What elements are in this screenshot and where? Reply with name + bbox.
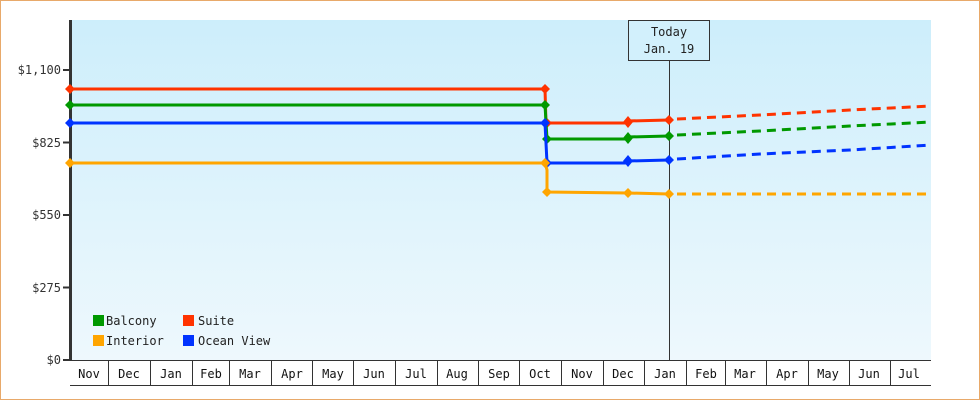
legend-item-ocean-view: Ocean View <box>183 334 271 348</box>
month-label: Jan <box>160 367 182 381</box>
svg-text:Balcony: Balcony <box>106 314 157 328</box>
legend-item-balcony: Balcony <box>93 314 157 328</box>
y-tick-label: $825 <box>32 136 61 150</box>
series-ocean-view <box>65 118 932 168</box>
y-tick-label: $275 <box>32 281 61 295</box>
month-label: Apr <box>776 367 798 381</box>
plot-area <box>71 20 931 360</box>
month-label: Mar <box>239 367 261 381</box>
y-tick-label: $1,100 <box>18 63 61 77</box>
month-label: May <box>322 367 344 381</box>
legend-swatch <box>93 335 104 346</box>
legend-swatch <box>183 315 194 326</box>
today-annotation: Today Jan. 19 <box>628 20 710 61</box>
svg-text:Suite: Suite <box>198 314 234 328</box>
today-label: Today <box>651 25 687 39</box>
legend-swatch <box>93 315 104 326</box>
month-label: Jun <box>858 367 880 381</box>
legend-item-interior: Interior <box>93 334 164 348</box>
month-label: Jul <box>898 367 920 381</box>
month-label: Dec <box>612 367 634 381</box>
legend: Balcony Suite Interior Ocean View <box>93 314 271 348</box>
legend-item-suite: Suite <box>183 314 234 328</box>
month-label: Nov <box>78 367 100 381</box>
month-label: Jan <box>654 367 676 381</box>
y-tick-label: $0 <box>47 353 61 367</box>
month-label: Sep <box>488 367 510 381</box>
series-interior <box>65 158 931 199</box>
svg-text:Ocean View: Ocean View <box>198 334 271 348</box>
month-label: May <box>817 367 839 381</box>
today-date: Jan. 19 <box>644 42 695 56</box>
month-label: Jul <box>405 367 427 381</box>
month-label: Dec <box>118 367 140 381</box>
month-label: Nov <box>571 367 593 381</box>
svg-text:Interior: Interior <box>106 334 164 348</box>
month-label: Aug <box>446 367 468 381</box>
legend-swatch <box>183 335 194 346</box>
month-label: Jun <box>363 367 385 381</box>
month-label: Oct <box>529 367 551 381</box>
x-axis: Nov Dec Jan Feb Mar Apr May Jun Jul Aug … <box>70 360 931 386</box>
month-label: Mar <box>734 367 756 381</box>
y-tick-label: $550 <box>32 208 61 222</box>
month-label: Feb <box>200 367 222 381</box>
month-label: Apr <box>281 367 303 381</box>
month-label: Feb <box>695 367 717 381</box>
y-ticks: $1,100 $825 $550 $275 $0 <box>18 63 70 367</box>
